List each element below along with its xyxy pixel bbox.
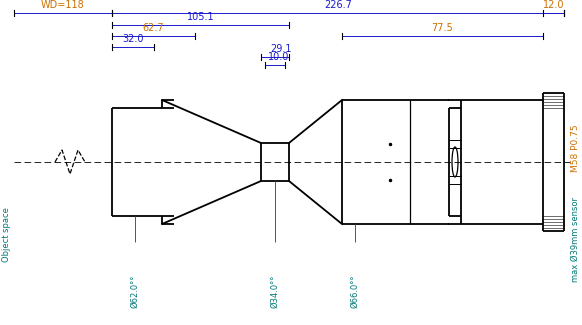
Text: Ø62.0°°: Ø62.0°° — [130, 275, 140, 308]
Text: 10.0: 10.0 — [268, 52, 290, 62]
Text: Object space: Object space — [2, 208, 12, 263]
Text: 77.5: 77.5 — [432, 23, 453, 33]
Text: Ø34.0°°: Ø34.0°° — [271, 275, 279, 308]
Text: 226.7: 226.7 — [324, 0, 352, 10]
Text: WD=118: WD=118 — [41, 0, 85, 10]
Text: max Ø39mm sensor: max Ø39mm sensor — [570, 198, 580, 282]
Text: 32.0: 32.0 — [122, 34, 144, 44]
Text: 105.1: 105.1 — [187, 12, 214, 22]
Text: 29.1: 29.1 — [270, 44, 292, 54]
Text: M58 P0.75: M58 P0.75 — [570, 124, 580, 172]
Text: 62.7: 62.7 — [143, 23, 164, 33]
Text: 12.0: 12.0 — [543, 0, 565, 10]
Text: Ø66.0°°: Ø66.0°° — [350, 275, 360, 308]
